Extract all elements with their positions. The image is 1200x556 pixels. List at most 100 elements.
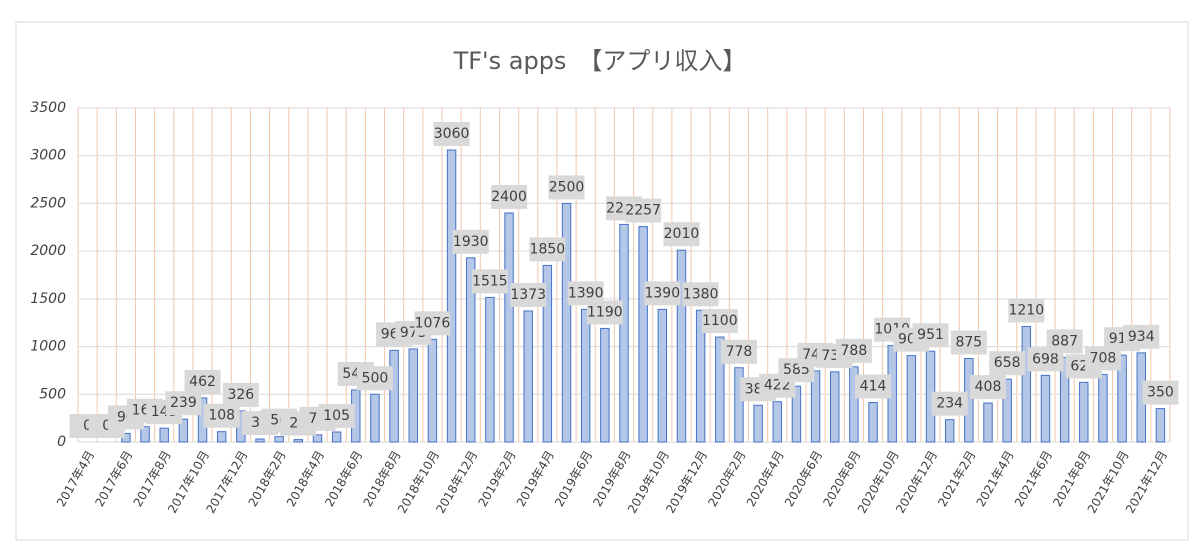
data-label-box <box>491 184 528 209</box>
data-label-box <box>165 391 202 416</box>
data-label: 2010 <box>664 226 700 242</box>
data-label: 1390 <box>644 285 680 301</box>
data-label: 1076 <box>415 315 451 331</box>
data-label: 2400 <box>491 189 527 205</box>
bar <box>657 308 668 443</box>
bar <box>466 257 476 443</box>
bar <box>868 401 878 443</box>
data-label: 1190 <box>587 304 623 320</box>
data-label: 875 <box>955 335 982 351</box>
data-label: 500 <box>362 370 389 386</box>
data-label: 934 <box>1128 329 1155 345</box>
bar <box>1155 408 1166 443</box>
data-label: 887 <box>1051 333 1078 349</box>
data-label-box <box>471 269 508 294</box>
data-label-box <box>835 338 872 363</box>
bar <box>216 431 227 443</box>
data-label: 708 <box>1090 350 1117 366</box>
bar <box>523 310 533 443</box>
data-label-box <box>1123 324 1160 349</box>
bar <box>715 336 725 443</box>
data-label-box <box>663 222 700 247</box>
data-label-box <box>625 198 662 223</box>
data-label-box <box>682 282 719 307</box>
data-label: 414 <box>860 378 887 394</box>
bar <box>504 212 514 443</box>
bar <box>1098 373 1108 443</box>
bar <box>944 419 955 443</box>
bar <box>753 404 763 443</box>
data-label: 3060 <box>434 126 470 142</box>
bar <box>695 309 706 443</box>
bar <box>580 308 591 443</box>
y-tick-label: 3000 <box>30 148 66 164</box>
data-label-box <box>586 300 623 325</box>
data-label: 105 <box>323 408 350 424</box>
bar <box>1021 326 1032 443</box>
data-label: 778 <box>726 344 753 360</box>
bar <box>638 226 648 443</box>
bar <box>274 436 284 443</box>
bar <box>619 223 629 443</box>
data-label: 462 <box>189 374 216 390</box>
bar <box>408 348 418 443</box>
data-label-box <box>950 330 987 355</box>
data-label: 0 <box>102 418 111 434</box>
bar <box>1117 354 1127 443</box>
bar <box>1040 374 1051 443</box>
data-label-box <box>222 382 259 407</box>
data-label-box <box>1046 329 1083 354</box>
bar <box>676 249 687 443</box>
data-label: 1850 <box>530 241 566 257</box>
y-tick-label: 2500 <box>30 195 66 211</box>
data-label-box <box>912 323 949 348</box>
data-label: 1380 <box>683 286 719 302</box>
data-label-box <box>529 237 566 262</box>
data-label-box <box>433 121 470 146</box>
bar <box>772 401 782 443</box>
data-label-box <box>701 309 738 334</box>
bar <box>446 149 457 443</box>
data-label-box <box>1142 380 1179 405</box>
bar <box>255 438 265 443</box>
data-label: 1100 <box>702 313 738 329</box>
data-label-box <box>989 351 1026 376</box>
bar <box>1002 378 1012 443</box>
y-tick-label: 0 <box>57 434 66 450</box>
bar <box>830 371 840 443</box>
data-label-box <box>414 311 451 336</box>
data-label: 239 <box>170 395 197 411</box>
data-label-box <box>644 281 681 306</box>
data-label: 326 <box>227 387 254 403</box>
data-label: 788 <box>841 343 868 359</box>
bar <box>542 264 553 443</box>
data-label-box <box>970 375 1006 400</box>
bar <box>734 367 744 443</box>
data-label: 1373 <box>510 287 546 303</box>
bar <box>427 338 438 443</box>
data-label: 2500 <box>549 179 585 195</box>
bar <box>906 355 917 443</box>
bar <box>983 402 993 443</box>
data-label-box <box>184 369 221 394</box>
y-tick-label: 1500 <box>30 291 66 307</box>
data-label: 951 <box>917 327 944 343</box>
data-label: 108 <box>208 408 235 424</box>
y-tick-label: 500 <box>39 386 66 402</box>
data-label: 0 <box>83 418 92 434</box>
bar <box>561 202 572 443</box>
chart-title: TF's apps 【アプリ収入】 <box>453 47 747 75</box>
data-label: 1515 <box>472 273 508 289</box>
data-label-box <box>318 403 355 428</box>
bar <box>1059 356 1070 443</box>
bar <box>370 393 380 443</box>
y-tick-label: 3500 <box>30 100 66 116</box>
data-label: 234 <box>936 396 963 412</box>
data-label-box <box>548 175 585 200</box>
data-label-box <box>510 282 547 307</box>
data-label: 698 <box>1032 351 1059 367</box>
y-tick-label: 1000 <box>30 339 66 355</box>
bar <box>293 439 304 443</box>
bar <box>849 366 859 443</box>
data-label-box <box>452 229 489 254</box>
